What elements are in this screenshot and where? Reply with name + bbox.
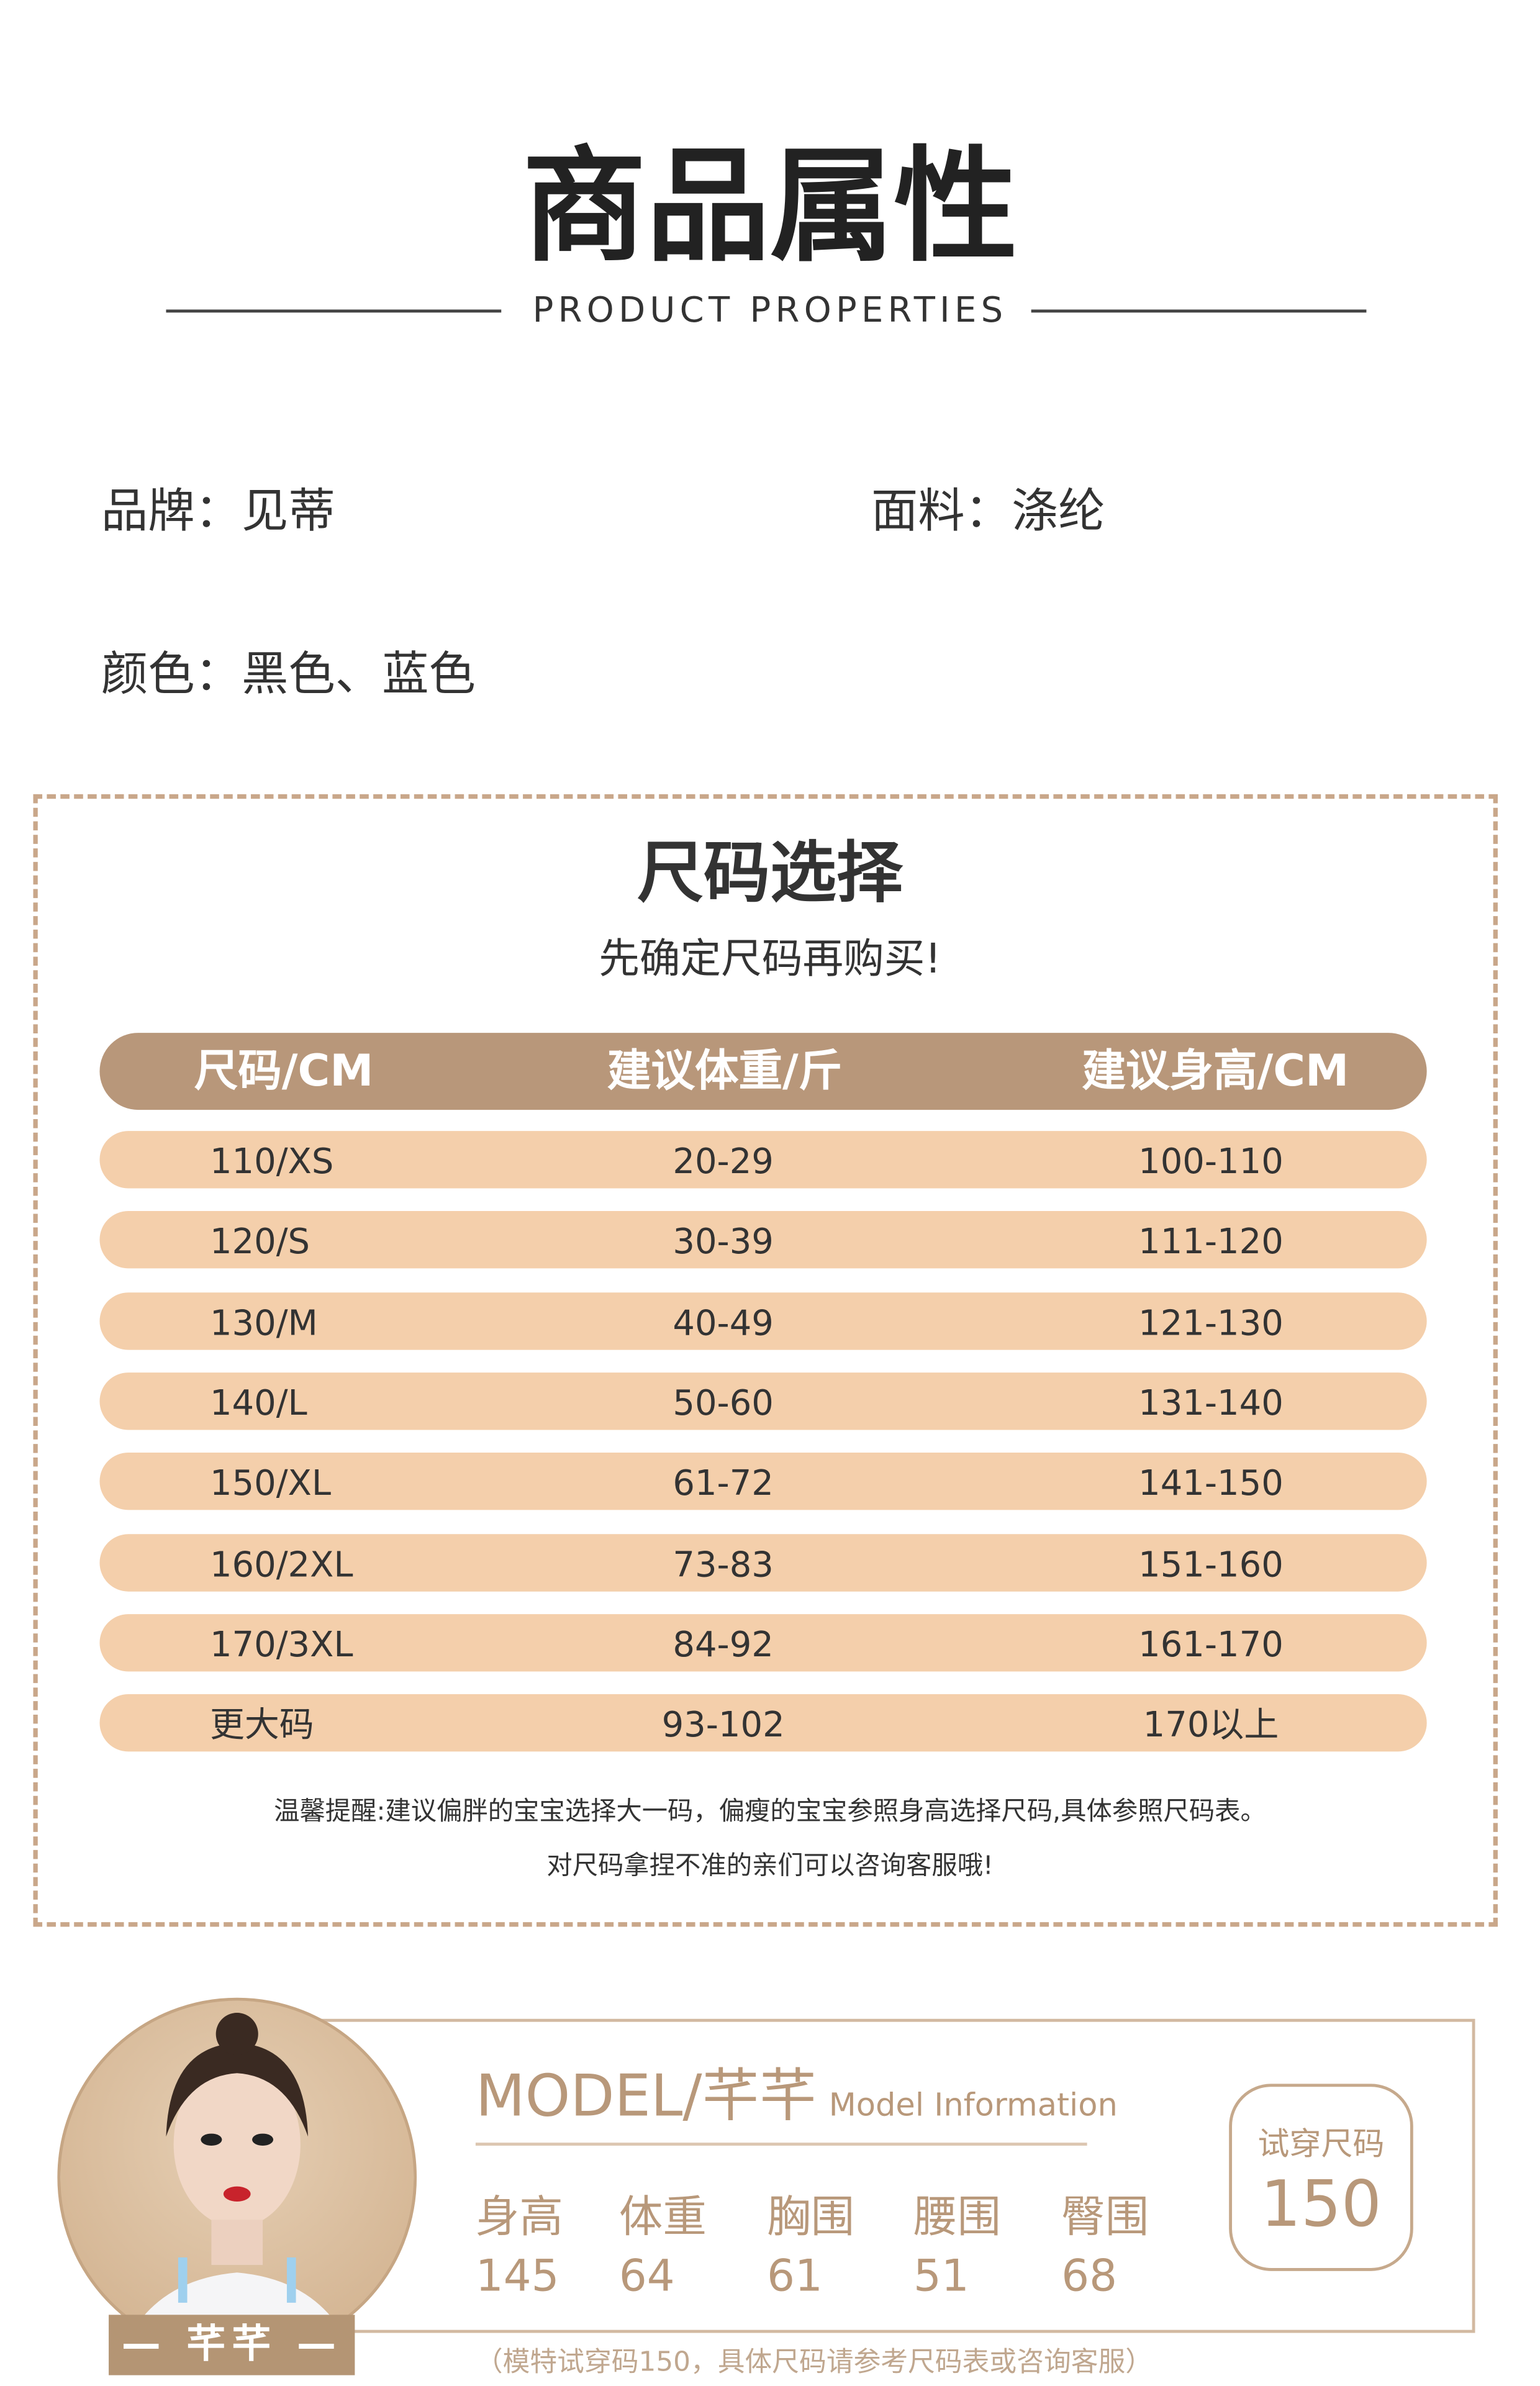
size-cell: 120/S <box>209 1223 310 1263</box>
model-stat-label: 臀围 <box>1061 2190 1149 2243</box>
divider-left <box>166 309 502 313</box>
size-table-row: 130/M 40-49 121-130 <box>99 1292 1427 1349</box>
size-table-row: 110/XS 20-29 100-110 <box>99 1131 1427 1189</box>
height-cell: 121-130 <box>1138 1304 1284 1343</box>
model-stat-value: 64 <box>618 2249 675 2302</box>
weight-cell: 93-102 <box>661 1706 785 1746</box>
property-brand: 品牌：见蒂 <box>101 484 335 540</box>
page-title: 商品属性 <box>522 135 1018 279</box>
size-cell: 110/XS <box>209 1143 334 1182</box>
model-stat-label: 胸围 <box>767 2190 855 2243</box>
size-cell: 170/3XL <box>209 1626 353 1666</box>
column-header-weight: 建议体重/斤 <box>607 1045 843 1097</box>
size-table-row: 120/S 30-39 111-120 <box>99 1211 1427 1269</box>
size-table-row: 更大码 93-102 170以上 <box>99 1694 1427 1752</box>
height-cell: 161-170 <box>1138 1626 1284 1666</box>
size-table-row: 170/3XL 84-92 161-170 <box>99 1613 1427 1672</box>
size-cell: 140/L <box>209 1384 307 1424</box>
size-table-header: 尺码/CM 建议体重/斤 建议身高/CM <box>99 1033 1427 1110</box>
height-cell: 141-150 <box>1138 1464 1284 1505</box>
weight-cell: 20-29 <box>673 1143 774 1182</box>
model-title-sub: Model Information <box>828 2087 1118 2123</box>
size-table-row: 150/XL 61-72 141-150 <box>99 1453 1427 1510</box>
model-stat-value: 61 <box>767 2249 823 2302</box>
property-color: 颜色：黑色、蓝色 <box>101 648 476 702</box>
try-size-box <box>1229 2084 1413 2271</box>
height-cell: 100-110 <box>1138 1143 1284 1182</box>
size-chart-subtitle: 先确定尺码再购买! <box>599 936 941 983</box>
divider-right <box>1031 309 1367 313</box>
model-portrait-icon <box>120 2013 353 2354</box>
column-header-size: 尺码/CM <box>194 1045 374 1097</box>
height-cell: 111-120 <box>1138 1223 1284 1263</box>
size-cell: 150/XL <box>209 1464 332 1505</box>
size-note-2: 对尺码拿捏不准的亲们可以咨询客服哦! <box>546 1851 994 1882</box>
try-size-value: 150 <box>1260 2167 1382 2241</box>
property-fabric: 面料：涤纶 <box>871 484 1105 540</box>
model-stat-value: 68 <box>1061 2249 1118 2302</box>
size-cell: 更大码 <box>209 1706 314 1746</box>
page-subtitle: PRODUCT PROPERTIES <box>532 291 1008 331</box>
height-cell: 170以上 <box>1143 1706 1279 1746</box>
model-title: MODEL/芊芊 Model Information <box>476 2062 1118 2138</box>
column-header-height: 建议身高/CM <box>1082 1045 1349 1097</box>
size-cell: 130/M <box>209 1304 318 1343</box>
weight-cell: 30-39 <box>673 1223 774 1263</box>
model-stat-label: 体重 <box>618 2190 707 2243</box>
size-chart-title: 尺码选择 <box>637 835 903 912</box>
model-photo <box>57 1997 417 2357</box>
size-cell: 160/2XL <box>209 1545 353 1585</box>
weight-cell: 61-72 <box>673 1464 774 1505</box>
model-stat-label: 身高 <box>475 2190 563 2243</box>
size-chart-box <box>33 794 1498 1927</box>
size-table-row: 160/2XL 73-83 151-160 <box>99 1533 1427 1591</box>
size-table-row: 140/L 50-60 131-140 <box>99 1372 1427 1430</box>
model-stat-value: 145 <box>475 2249 559 2302</box>
weight-cell: 84-92 <box>673 1626 774 1666</box>
model-stat-label: 腰围 <box>913 2190 1002 2243</box>
weight-cell: 50-60 <box>673 1384 774 1424</box>
height-cell: 151-160 <box>1138 1545 1284 1585</box>
model-stat-value: 51 <box>913 2249 969 2302</box>
size-note-1: 温馨提醒:建议偏胖的宝宝选择大一码，偏瘦的宝宝参照身高选择尺码,具体参照尺码表。 <box>274 1797 1266 1827</box>
try-size-label: 试穿尺码 <box>1257 2126 1385 2162</box>
weight-cell: 40-49 <box>673 1304 774 1343</box>
model-name-tag: — 芊芊 — <box>109 2315 355 2375</box>
height-cell: 131-140 <box>1138 1384 1284 1424</box>
model-footnote: （模特试穿码150，具体尺码请参考尺码表或咨询客服） <box>475 2346 1153 2379</box>
model-title-main: MODEL/芊芊 <box>475 2062 817 2130</box>
weight-cell: 73-83 <box>673 1545 774 1585</box>
model-divider <box>475 2143 1087 2146</box>
